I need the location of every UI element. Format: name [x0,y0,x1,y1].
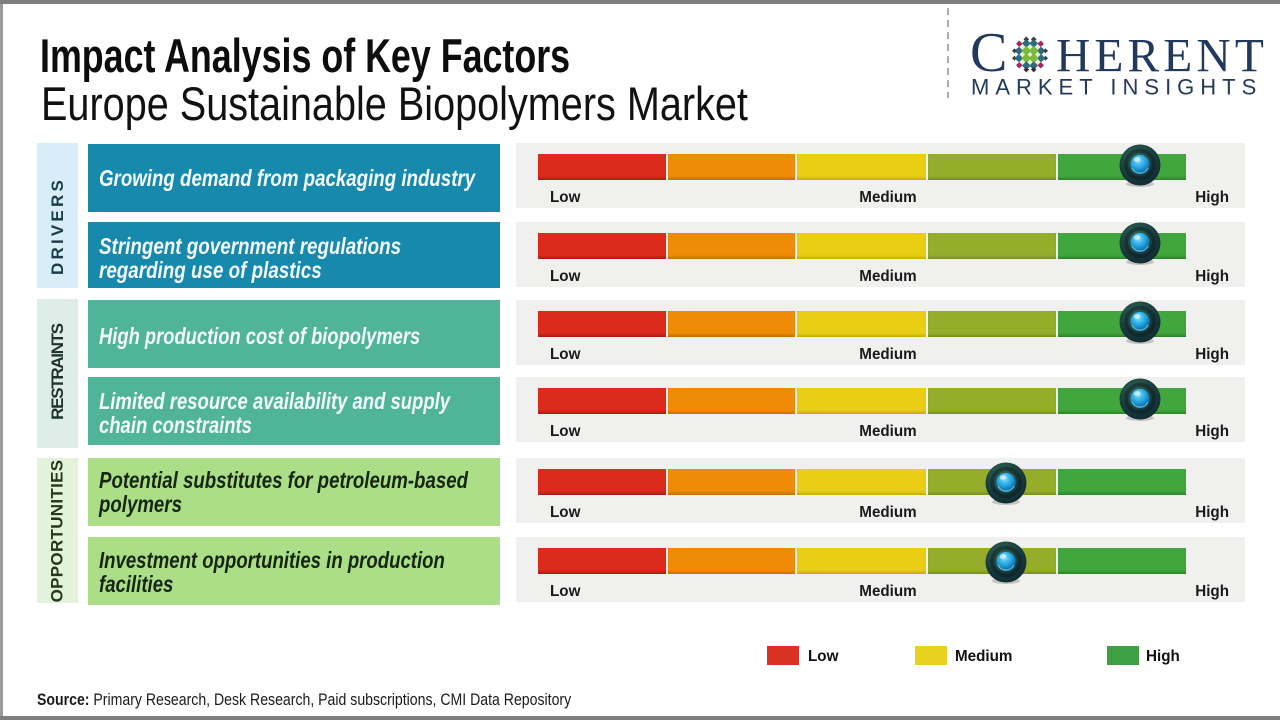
svg-text:HERENT: HERENT [1056,31,1268,83]
svg-text:MARKET INSIGHTS: MARKET INSIGHTS [971,75,1262,99]
svg-text:C: C [970,28,1007,84]
